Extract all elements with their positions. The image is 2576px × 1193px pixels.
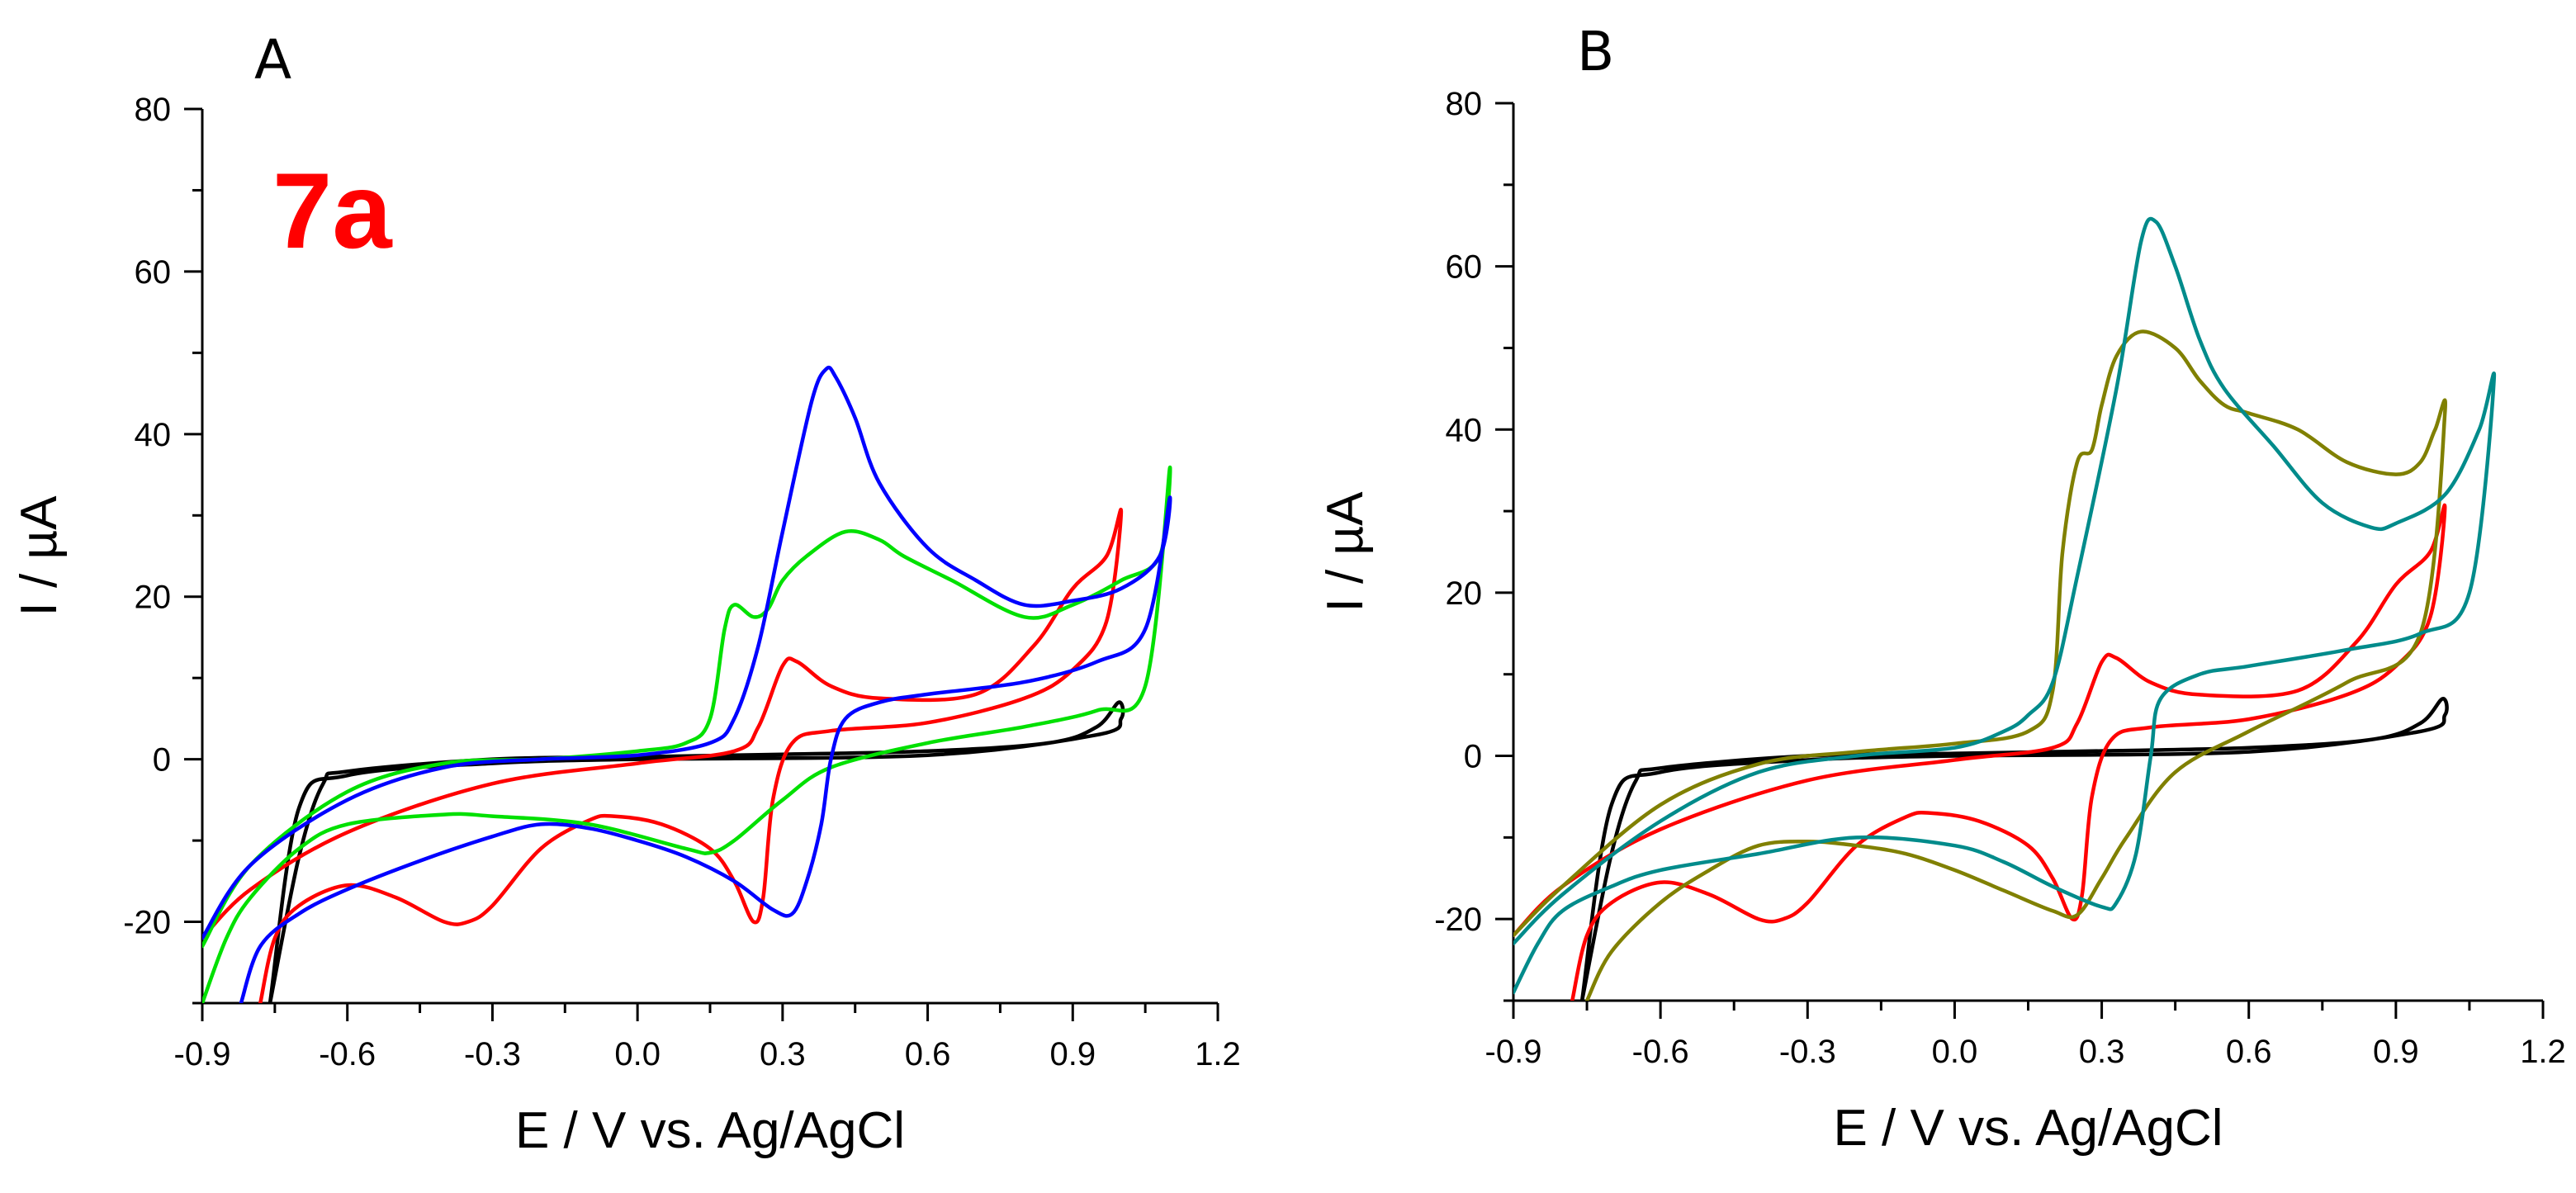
panel-b-letter: B [1577, 20, 1614, 83]
panel-b-y-tick-label: 0 [1464, 739, 1482, 775]
panel-a-y-tick-label: 20 [135, 580, 172, 616]
panel-a-y-axis-title: I / µA [11, 495, 68, 617]
panel-a-series-blue [202, 365, 1172, 1003]
panel-b-y-axis-title: I / µA [1317, 491, 1374, 613]
panel-a-x-tick-label: 0.3 [760, 1036, 806, 1072]
panel-b-x-tick-label: -0.6 [1632, 1034, 1689, 1070]
panel-a-y-tick-label: 0 [153, 742, 171, 779]
panel-b-series-red [1513, 503, 2447, 1001]
panel-b-x-tick-label: 1.2 [2520, 1034, 2566, 1070]
panel-a-letter: A [254, 28, 291, 92]
panel-a-x-tick-label: 1.2 [1195, 1036, 1241, 1072]
panel-a-x-tick-label: 0.0 [614, 1036, 661, 1072]
panel-a-series-green [202, 466, 1172, 1003]
panel-b-series-teal [1513, 216, 2497, 995]
panel-b-x-tick-label: -0.9 [1485, 1034, 1542, 1070]
panel-b-y-tick-label: 80 [1446, 86, 1483, 122]
panel-b-series-olive [1513, 329, 2447, 1001]
panel-a-x-axis-title: E / V vs. Ag/AgCl [515, 1102, 905, 1159]
panel-a: -0.9 -0.6 -0.3 0.0 0.3 0.6 0.9 1.2 -20 0 20 40 60 80 E… [11, 28, 1241, 1159]
panel-b-x-tick-label: 0.0 [1932, 1034, 1978, 1070]
panel-a-y-tick-label: -20 [123, 905, 171, 941]
panel-a-x-tick-label: -0.9 [174, 1036, 231, 1072]
panel-b-x-tick-label: -0.3 [1779, 1034, 1836, 1070]
panel-b-y-tick-label: 60 [1446, 249, 1483, 286]
panel-a-x-tick-label: -0.3 [464, 1036, 521, 1072]
panel-b-x-tick-label: 0.3 [2079, 1034, 2125, 1070]
panel-a-y-tick-label: 60 [135, 254, 172, 291]
panel-b-series-black [1579, 697, 2449, 1001]
panel-a-x-tick-label: -0.6 [319, 1036, 376, 1072]
panel-a-series-red [202, 507, 1124, 1003]
panel-a-annotation: 7a [272, 150, 393, 271]
panel-b-y-tick-label: -20 [1434, 902, 1482, 938]
panel-b-x-tick-label: 0.6 [2226, 1034, 2272, 1070]
panel-a-x-tick-label: 0.6 [905, 1036, 951, 1072]
panel-b-x-tick-label: 0.9 [2373, 1034, 2419, 1070]
panel-b-y-tick-label: 20 [1446, 575, 1483, 612]
panel-a-y-tick-label: 80 [135, 92, 172, 128]
panel-a-y-tick-label: 40 [135, 417, 172, 453]
panel-b-y-tick-label: 40 [1446, 412, 1483, 448]
panel-b: -0.9 -0.6 -0.3 0.0 0.3 0.6 0.9 1.2 -20 0 20 40 60 80 E… [1317, 20, 2566, 1157]
panel-a-x-tick-label: 0.9 [1049, 1036, 1096, 1072]
panel-b-x-axis-title: E / V vs. Ag/AgCl [1833, 1100, 2223, 1157]
